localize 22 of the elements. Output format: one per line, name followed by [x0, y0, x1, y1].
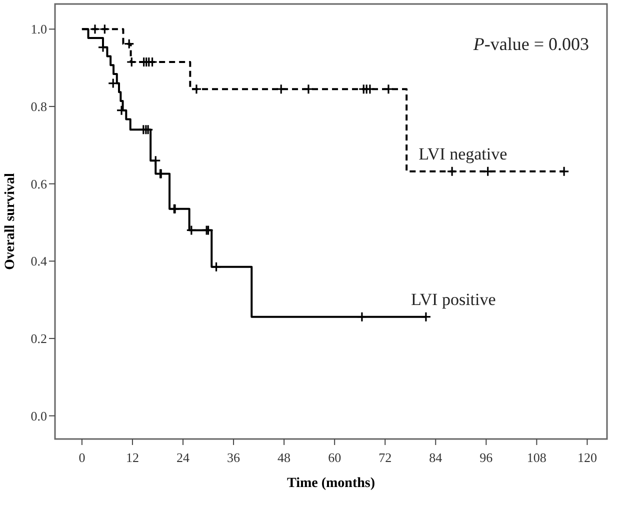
- y-tick-label: 1.0: [30, 22, 47, 37]
- y-axis-title: Overall survival: [3, 172, 18, 270]
- y-tick-label: 0.4: [30, 254, 48, 269]
- series-label: LVI positive: [410, 290, 496, 309]
- x-tick-label: 12: [126, 450, 139, 465]
- annotation: P-value = 0.003: [472, 34, 589, 54]
- x-tick-label: 24: [176, 450, 190, 465]
- x-axis-title: Time (months): [286, 476, 376, 491]
- y-tick-label: 0.8: [30, 98, 47, 114]
- x-tick-label: 48: [278, 450, 291, 465]
- y-tick-label: 0.6: [30, 176, 48, 192]
- y-tick-label: 0.2: [30, 330, 47, 346]
- x-tick-label: 72: [378, 450, 392, 465]
- series-label: LVI negative: [418, 144, 508, 164]
- x-tick-label: 36: [227, 450, 241, 465]
- y-tick-label: 0.0: [30, 408, 47, 424]
- x-tick-label: 84: [429, 450, 443, 465]
- x-tick-label: 60: [328, 450, 342, 465]
- x-tick-label: 120: [577, 450, 597, 465]
- x-tick-label: 108: [526, 450, 546, 465]
- x-tick-label: 96: [480, 450, 494, 465]
- x-tick-label: 0: [78, 450, 86, 465]
